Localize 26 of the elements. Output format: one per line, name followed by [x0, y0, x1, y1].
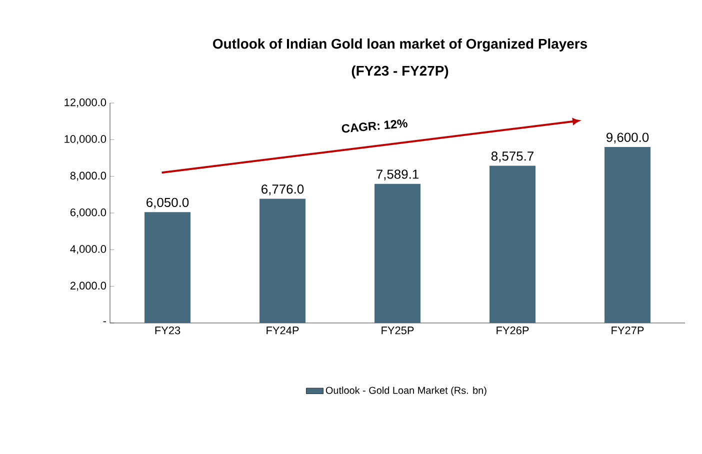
y-tick-label: 10,000.0: [64, 135, 106, 144]
bar: [374, 184, 421, 323]
data-label: 9,600.0: [606, 132, 649, 144]
x-tick-label: FY24P: [266, 326, 299, 334]
y-tick-label: 6,000.0: [70, 208, 106, 218]
y-tick-label: 4,000.0: [70, 245, 106, 254]
data-label: 8,575.7: [491, 152, 534, 162]
y-tick-label: 12,000.0: [64, 98, 106, 108]
bar: [490, 166, 536, 323]
annotation: CAGR: 12%: [342, 119, 408, 133]
x-tick-label: FY25P: [382, 326, 414, 334]
data-label: 7,589.1: [376, 170, 418, 180]
y-tick-label: 2,000.0: [70, 282, 106, 291]
bar: [144, 212, 191, 323]
data-label: 6,776.0: [262, 184, 304, 196]
x-tick-label: FY23: [155, 326, 180, 334]
x-tick-label: FY27P: [612, 326, 644, 334]
legend-label: Outlook - Gold Loan Market (Rs. bn): [326, 386, 486, 396]
chart-subtitle: (FY23 - FY27P): [352, 65, 448, 78]
y-tick-label: -: [103, 321, 106, 322]
y-tick-label: 8,000.0: [70, 172, 106, 181]
chart-title: Outlook of Indian Gold loan market of Organized Players: [213, 38, 587, 52]
x-tick-label: FY26P: [496, 326, 529, 334]
bar: [604, 146, 651, 323]
data-label: 6,050.0: [146, 198, 189, 209]
bar: [260, 198, 306, 323]
